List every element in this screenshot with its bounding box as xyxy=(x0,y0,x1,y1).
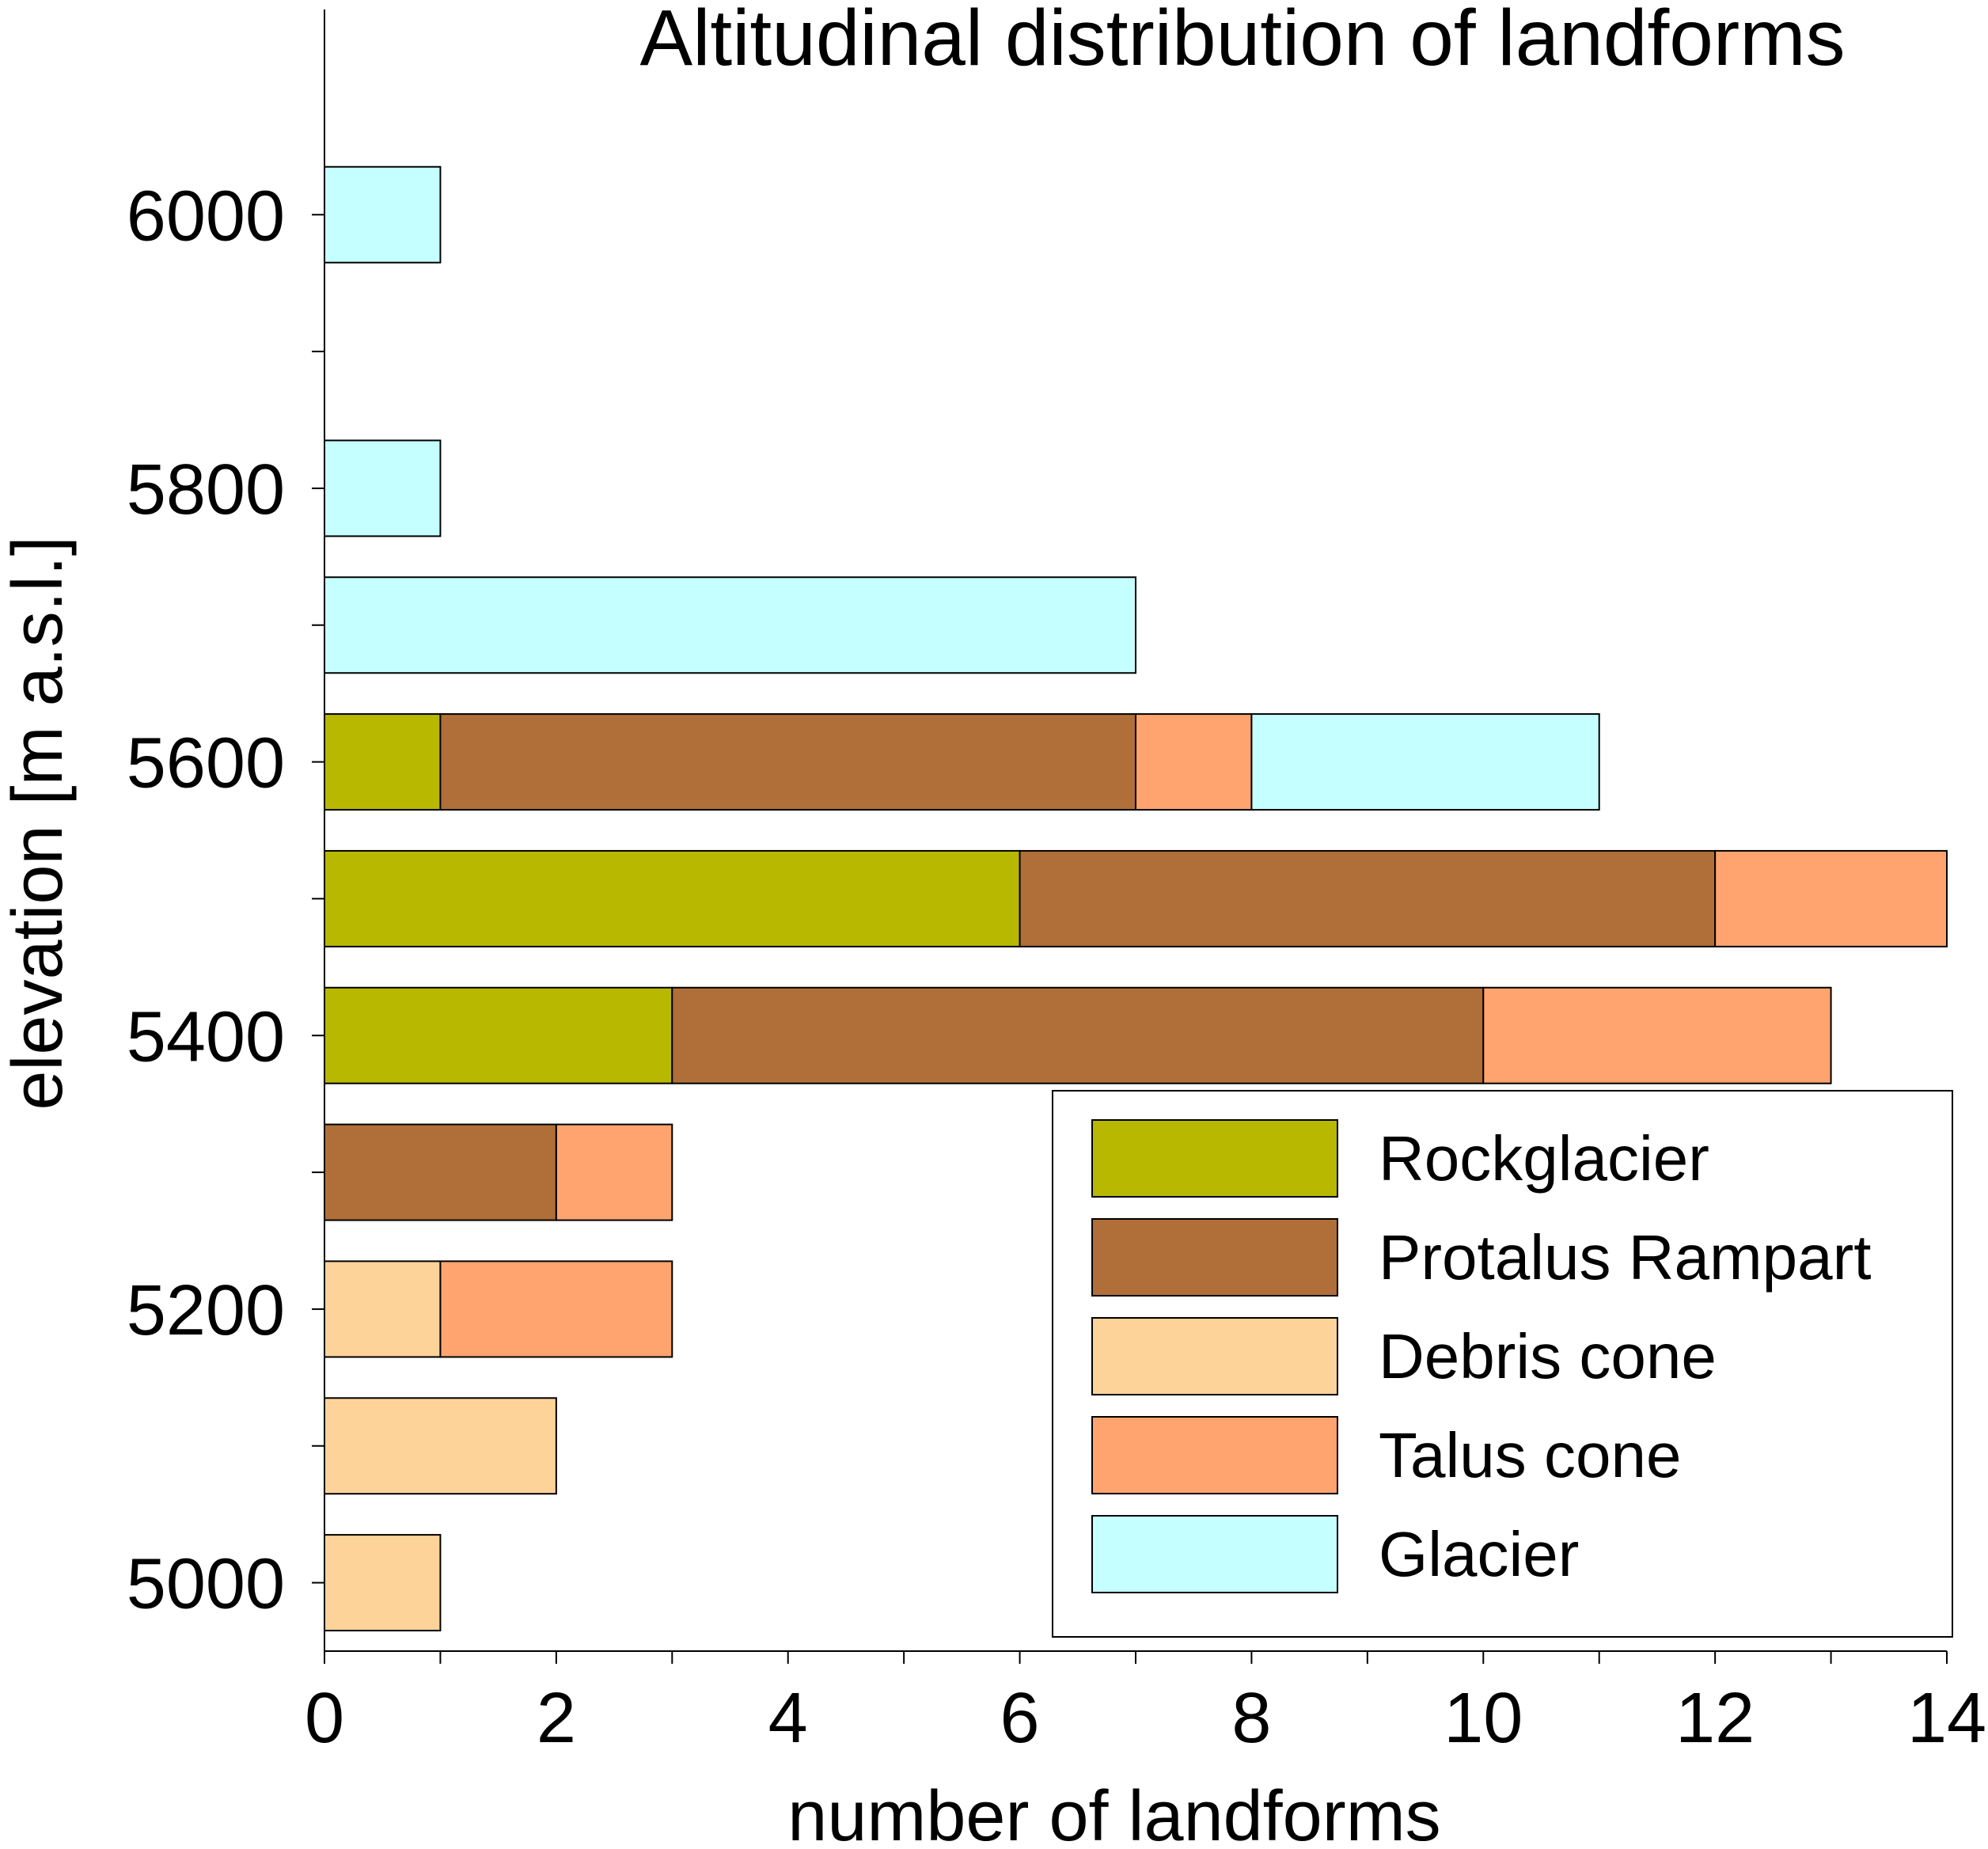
legend-swatch-talus-cone xyxy=(1091,1416,1338,1494)
x-tick-label: 0 xyxy=(305,1679,344,1758)
bar-talus-cone-5300 xyxy=(555,1123,673,1221)
bar-rockglacier-5500 xyxy=(324,849,1021,947)
bar-protalus-rampart-5600 xyxy=(439,713,1136,811)
y-tick-label: 5200 xyxy=(127,1271,285,1350)
legend-swatch-rockglacier xyxy=(1091,1119,1338,1198)
legend-label: Rockglacier xyxy=(1379,1123,1709,1194)
bar-debris-cone-5200 xyxy=(324,1260,442,1358)
bar-debris-cone-5000 xyxy=(324,1534,442,1632)
bar-rockglacier-5600 xyxy=(324,713,442,811)
y-tick-label: 5600 xyxy=(127,724,285,803)
bar-talus-cone-5600 xyxy=(1135,713,1253,811)
x-tick-label: 6 xyxy=(1000,1679,1040,1758)
bar-protalus-rampart-5400 xyxy=(671,986,1485,1084)
bar-glacier-5800 xyxy=(324,439,442,537)
bar-talus-cone-5500 xyxy=(1714,849,1948,947)
bars-layer xyxy=(324,165,1948,1632)
chart-title: Altitudinal distribution of landforms xyxy=(640,0,1846,82)
legend-swatch-glacier xyxy=(1091,1515,1338,1593)
y-tick-label: 5000 xyxy=(127,1545,285,1624)
y-tick-label: 5800 xyxy=(127,450,285,530)
x-axis-title: number of landforms xyxy=(787,1777,1440,1849)
x-tick-label: 8 xyxy=(1231,1679,1271,1758)
bar-glacier-5700 xyxy=(324,576,1136,674)
legend-label: Glacier xyxy=(1379,1519,1579,1589)
x-tick-label: 4 xyxy=(768,1679,808,1758)
bar-talus-cone-5400 xyxy=(1482,986,1832,1084)
bar-rockglacier-5400 xyxy=(324,986,673,1084)
x-tick-label: 10 xyxy=(1444,1679,1523,1758)
legend-swatch-protalus-rampart xyxy=(1091,1218,1338,1297)
bar-protalus-rampart-5300 xyxy=(324,1123,557,1221)
y-tick-label: 5400 xyxy=(127,997,285,1076)
legend-label: Protalus Rampart xyxy=(1379,1222,1871,1293)
y-tick-label: 6000 xyxy=(127,177,285,256)
bar-glacier-5600 xyxy=(1250,713,1600,811)
bar-protalus-rampart-5500 xyxy=(1019,849,1717,947)
bar-debris-cone-5100 xyxy=(324,1397,557,1495)
x-tick-label: 14 xyxy=(1907,1679,1986,1758)
bar-talus-cone-5200 xyxy=(439,1260,673,1358)
bar-glacier-6000 xyxy=(324,165,442,264)
legend: Rockglacier Protalus Rampart Debris cone Ta… xyxy=(1052,1090,1953,1638)
ticks-layer: 0 2 4 6 8 10 12 14 5000 5200 5400 5600 5800 6000 xyxy=(127,177,1986,1758)
legend-label: Debris cone xyxy=(1379,1321,1717,1391)
x-tick-label: 12 xyxy=(1675,1679,1755,1758)
legend-label: Talus cone xyxy=(1379,1420,1681,1490)
y-axis-title: elevation [m a.s.l.] xyxy=(0,536,78,1110)
x-tick-label: 2 xyxy=(537,1679,576,1758)
legend-swatch-debris-cone xyxy=(1091,1317,1338,1395)
